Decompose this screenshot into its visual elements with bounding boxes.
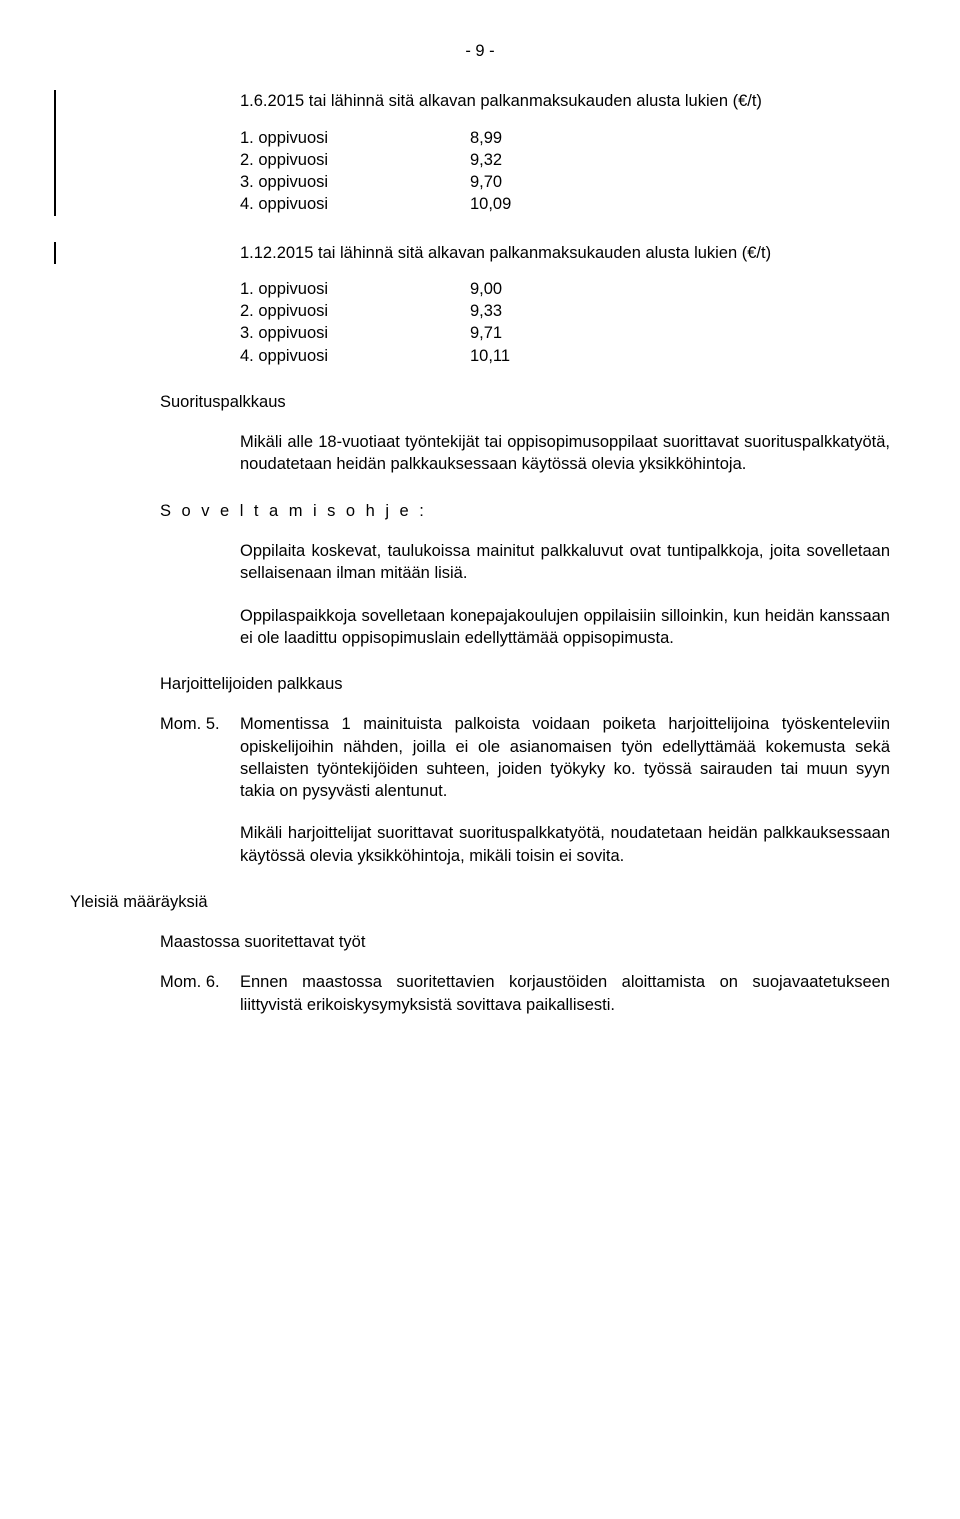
rate-label: 4. oppivuosi [240,193,470,215]
mom6-row: Mom. 6. Ennen maastossa suoritettavien k… [70,971,890,1016]
table-row: 3. oppivuosi 9,70 [240,171,890,193]
change-bar-1: 1.6.2015 tai lähinnä sitä alkavan palkan… [54,90,890,215]
heading-harjoittelijoiden: Harjoittelijoiden palkkaus [160,673,890,695]
table-row: 3. oppivuosi 9,71 [240,322,890,344]
heading-soveltamisohje: S o v e l t a m i s o h j e : [160,500,890,522]
rate-label: 4. oppivuosi [240,345,470,367]
rate-value: 9,32 [470,149,550,171]
soveltamisohje-para2: Oppilaspaikkoja sovelletaan konepajakoul… [240,605,890,650]
change-bar-2: 1.12.2015 tai lähinnä sitä alkavan palka… [54,242,890,264]
rate-value: 8,99 [470,127,550,149]
period2-heading: 1.12.2015 tai lähinnä sitä alkavan palka… [240,242,890,264]
rate-label: 1. oppivuosi [240,278,470,300]
period1-heading: 1.6.2015 tai lähinnä sitä alkavan palkan… [240,90,890,112]
rate-label: 2. oppivuosi [240,300,470,322]
heading-maastossa: Maastossa suoritettavat työt [160,931,890,953]
mom6-label: Mom. 6. [160,971,240,993]
table-row: 2. oppivuosi 9,33 [240,300,890,322]
mom5-para1: Momentissa 1 mainituista palkoista voida… [240,713,890,802]
table-row: 1. oppivuosi 9,00 [240,278,890,300]
table-row: 2. oppivuosi 9,32 [240,149,890,171]
mom5-row: Mom. 5. Momentissa 1 mainituista palkois… [70,713,890,867]
rate-label: 2. oppivuosi [240,149,470,171]
rate-value: 10,11 [470,345,550,367]
rate-label: 3. oppivuosi [240,171,470,193]
table-row: 4. oppivuosi 10,11 [240,345,890,367]
rate-value: 10,09 [470,193,550,215]
rate-value: 9,70 [470,171,550,193]
rate-label: 3. oppivuosi [240,322,470,344]
mom5-label: Mom. 5. [160,713,240,735]
period2-table: 1. oppivuosi 9,00 2. oppivuosi 9,33 3. o… [240,278,890,367]
table-row: 1. oppivuosi 8,99 [240,127,890,149]
mom6-para: Ennen maastossa suoritettavien korjaustö… [240,971,890,1016]
page: - 9 - 1.6.2015 tai lähinnä sitä alkavan … [0,0,960,1519]
rate-value: 9,33 [470,300,550,322]
page-number: - 9 - [70,40,890,62]
soveltamisohje-para1: Oppilaita koskevat, taulukoissa mainitut… [240,540,890,585]
heading-yleisia: Yleisiä määräyksiä [70,891,890,913]
heading-suorituspalkkaus: Suorituspalkkaus [160,391,890,413]
mom5-para2: Mikäli harjoittelijat suorittavat suorit… [240,822,890,867]
period1-table: 1. oppivuosi 8,99 2. oppivuosi 9,32 3. o… [240,127,890,216]
rate-label: 1. oppivuosi [240,127,470,149]
rate-value: 9,71 [470,322,550,344]
rate-value: 9,00 [470,278,550,300]
suorituspalkkaus-para: Mikäli alle 18-vuotiaat työntekijät tai … [240,431,890,476]
table-row: 4. oppivuosi 10,09 [240,193,890,215]
